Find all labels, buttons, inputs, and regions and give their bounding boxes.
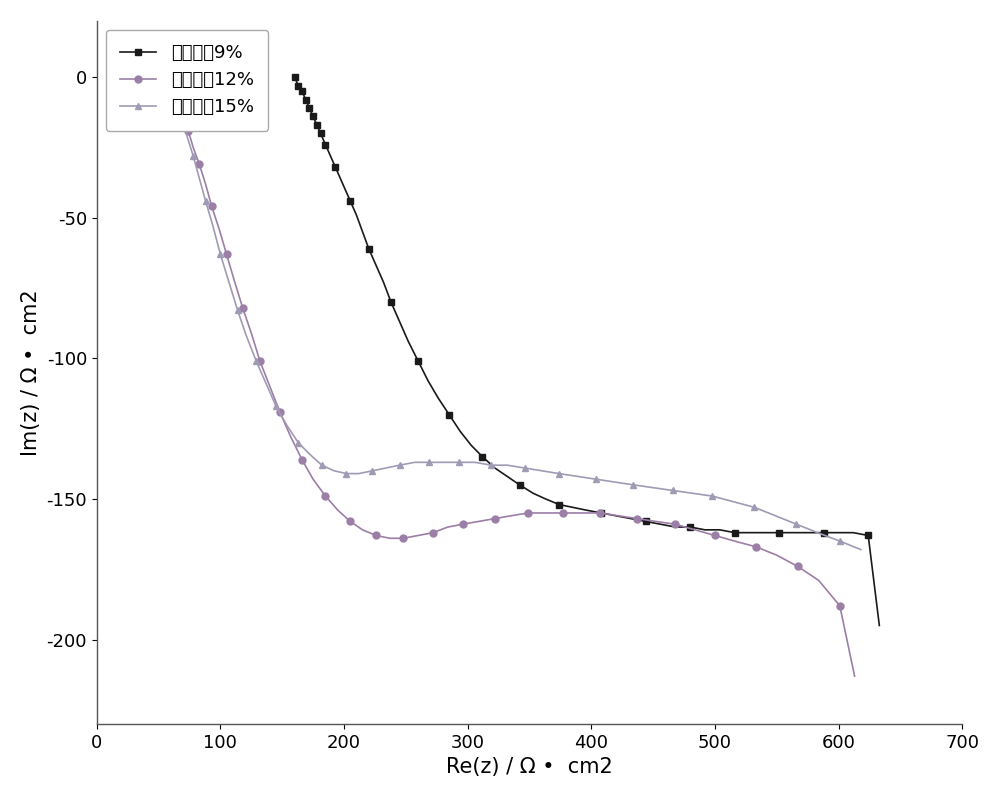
Legend: 含水量为9%, 含水量为12%, 含水量为15%: 含水量为9%, 含水量为12%, 含水量为15% — [106, 30, 268, 131]
含水量为15% — [366, 466, 378, 476]
含水量为9% — [289, 73, 301, 82]
含水量为9% — [308, 114, 320, 124]
含水量为15% — [176, 114, 188, 124]
含水量为9% — [773, 527, 785, 537]
含水量为9% — [873, 621, 885, 630]
含水量为9% — [432, 393, 444, 402]
X-axis label: Re(z) / Ω •  cm2: Re(z) / Ω • cm2 — [446, 757, 613, 777]
Line: 含水量为12%: 含水量为12% — [161, 73, 858, 680]
Line: 含水量为9%: 含水量为9% — [291, 73, 883, 629]
含水量为12% — [159, 73, 171, 82]
Y-axis label: Im(z) / Ω •  cm2: Im(z) / Ω • cm2 — [21, 289, 41, 456]
含水量为9% — [307, 112, 319, 121]
含水量为12% — [522, 508, 534, 518]
含水量为15% — [855, 545, 867, 555]
含水量为15% — [159, 73, 171, 82]
含水量为12% — [296, 455, 308, 464]
含水量为15% — [501, 460, 513, 470]
含水量为12% — [200, 180, 212, 189]
含水量为9% — [319, 140, 331, 149]
含水量为15% — [469, 457, 481, 467]
含水量为15% — [769, 511, 781, 520]
Line: 含水量为15%: 含水量为15% — [161, 73, 864, 553]
含水量为12% — [442, 522, 454, 531]
含水量为9% — [422, 376, 434, 385]
含水量为15% — [292, 438, 304, 448]
含水量为12% — [457, 519, 469, 529]
含水量为12% — [849, 671, 861, 681]
含水量为12% — [412, 531, 424, 540]
